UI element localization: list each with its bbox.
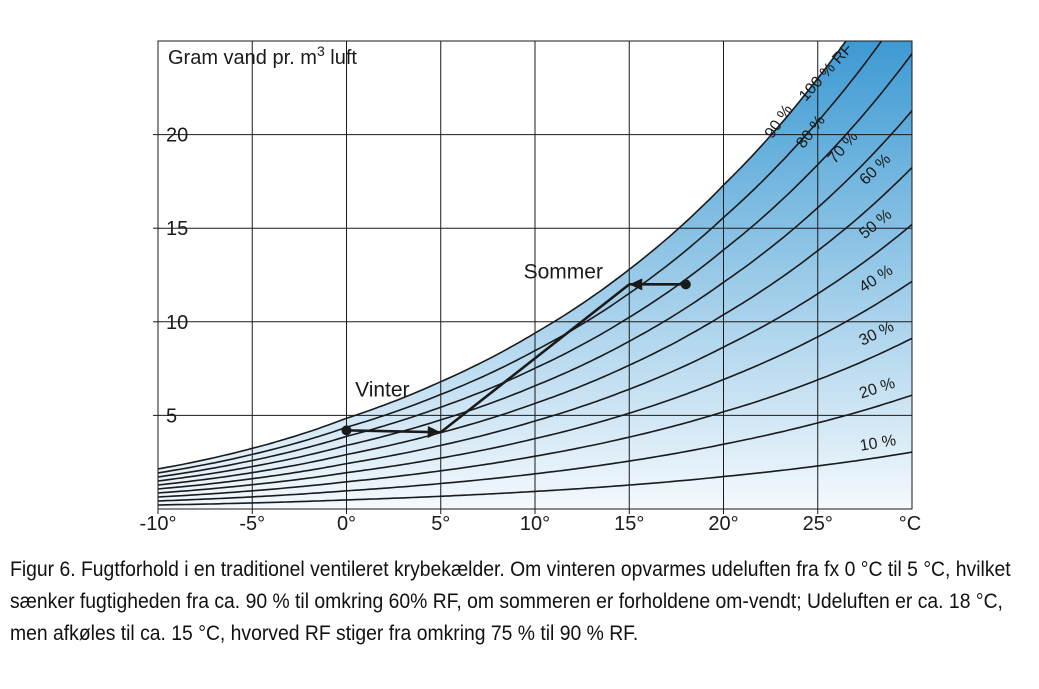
x-tick-label: 20° <box>708 513 738 535</box>
y-tick-label: 15 <box>166 218 188 240</box>
winter-path-arrowhead <box>427 425 441 438</box>
y-tick-label: 10 <box>166 312 188 334</box>
rh-curve-100 <box>158 41 847 470</box>
x-tick-label: 15° <box>614 513 644 535</box>
winter-path-start-dot <box>341 425 352 436</box>
rh-curve-10 <box>158 451 912 506</box>
annotation-sommer: Sommer <box>524 261 603 284</box>
y-tick-label: 20 <box>166 125 188 147</box>
x-tick-label: 25° <box>803 513 833 535</box>
rh-curve-60 <box>158 166 912 486</box>
x-tick-label: 5° <box>431 513 450 535</box>
figure-caption: Figur 6. Fugtforhold i en traditionel ve… <box>10 557 1011 645</box>
connector-path <box>439 283 631 434</box>
x-tick-label: -10° <box>140 513 177 535</box>
rh-curve-30 <box>158 337 912 498</box>
rh-curve-90 <box>158 41 883 474</box>
winter-path <box>346 429 441 434</box>
annotation-vinter: Vinter <box>355 379 409 402</box>
x-tick-label: -5° <box>239 513 265 535</box>
rh-curve-70 <box>158 110 912 482</box>
summer-path-arrowhead <box>629 278 643 291</box>
y-tick-label: 5 <box>166 405 177 427</box>
rh-label-10: 10 % <box>859 432 898 455</box>
x-unit-label: °C <box>899 513 921 535</box>
rh-curve-80 <box>158 53 912 478</box>
rh-curve-20 <box>158 394 912 502</box>
rh-curve-50 <box>158 223 912 490</box>
x-tick-label: 0° <box>337 513 356 535</box>
summer-path-start-dot <box>680 279 691 290</box>
rh-curve-40 <box>158 280 912 494</box>
y-axis-title: Gram vand pr. m3 luft <box>168 43 357 69</box>
x-tick-label: 10° <box>520 513 550 535</box>
